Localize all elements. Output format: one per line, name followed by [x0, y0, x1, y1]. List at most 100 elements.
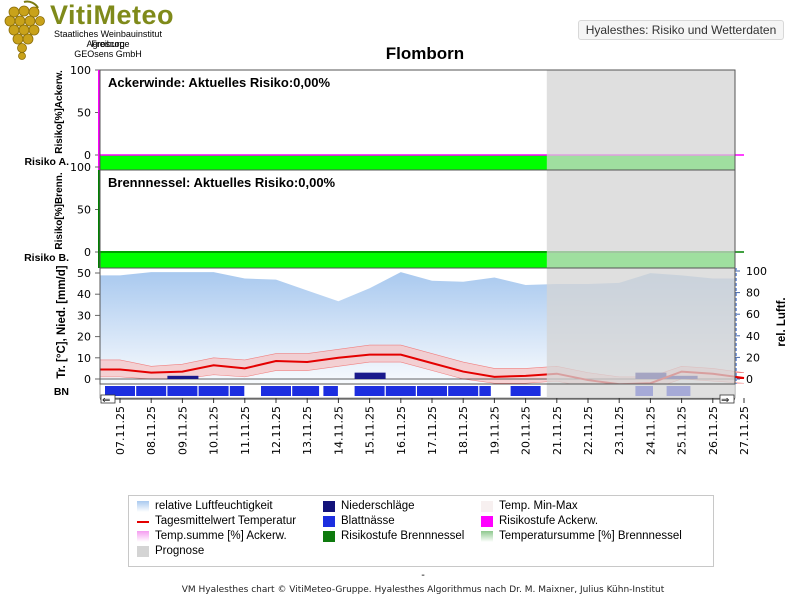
footer-credits: VM Hyalesthes chart © VitiMeteo-Gruppe. … — [181, 585, 665, 595]
footer-dash: - — [421, 570, 425, 581]
date-tick-label: 25.11.25 — [676, 406, 689, 455]
legend-label: Tagesmittelwert Temperatur — [155, 515, 297, 527]
ackerwinde-ytick-label: 0 — [84, 149, 91, 162]
logo-line-3: GEOsens GmbH — [74, 49, 142, 59]
date-tick-label: 16.11.25 — [395, 406, 408, 455]
weather-left-tick-label: 40 — [77, 288, 91, 301]
brennnessel-ylabel: Risiko[%]Brenn. — [54, 172, 65, 249]
date-tick-label: 21.11.25 — [551, 406, 564, 455]
legend-label: Prognose — [155, 545, 205, 557]
date-tick-label: 08.11.25 — [145, 406, 158, 455]
weather-left-ylabel: Tr. [°C], Nied. [mm/d] — [56, 265, 68, 378]
date-tick-label: 26.11.25 — [707, 406, 720, 455]
legend-label: Temp. Min-Max — [499, 500, 578, 512]
ackerwinde-stage-label: Risiko A. — [24, 156, 69, 168]
legend-label: relative Luftfeuchtigkeit — [155, 500, 273, 512]
legend-label: Niederschläge — [341, 500, 415, 512]
date-tick-label: 10.11.25 — [208, 406, 221, 455]
date-tick-label: 18.11.25 — [457, 406, 470, 455]
leaf-wetness-bar — [448, 386, 479, 396]
brennnessel-stage-label: Risiko B. — [24, 252, 69, 264]
legend-label: Blattnässe — [341, 515, 395, 527]
date-tick-label: 14.11.25 — [332, 406, 345, 455]
scroll-right-handle — [719, 394, 735, 404]
leaf-wetness-bar — [105, 386, 135, 396]
legend-swatch — [323, 516, 335, 527]
legend-swatch — [137, 501, 149, 512]
date-tick-label: 13.11.25 — [301, 406, 314, 455]
leaf-wetness-bar — [479, 386, 491, 396]
leaf-wetness-bar — [261, 386, 291, 396]
date-tick-label: 15.11.25 — [364, 406, 377, 455]
leaf-wetness-bar — [292, 386, 320, 396]
weather-left-tick-label: 10 — [77, 352, 91, 365]
legend-swatch — [137, 531, 149, 542]
forecast-overlay — [546, 70, 735, 398]
weather-left-tick-label: 0 — [84, 373, 91, 386]
weather-panel-border — [99, 267, 736, 385]
legend-label: Risikostufe Brennnessel — [341, 530, 465, 542]
date-tick-label: 11.11.25 — [239, 406, 252, 455]
grape-logo-icon — [2, 0, 48, 66]
header-report-button[interactable]: Hyalesthes: Risiko und Wetterdaten — [578, 20, 784, 40]
date-tick-label: 09.11.25 — [176, 406, 189, 455]
brennnessel-risk-header: Brennnessel: Aktuelles Risiko:0,00% — [108, 175, 336, 190]
date-tick-label: 17.11.25 — [426, 406, 439, 455]
date-tick-label: 22.11.25 — [582, 406, 595, 455]
weather-left-tick-label: 20 — [77, 331, 91, 344]
legend-swatch — [481, 516, 493, 527]
leaf-wetness-bar — [323, 386, 338, 396]
ackerwinde-risk-header: Ackerwinde: Aktuelles Risiko:0,00% — [108, 75, 330, 90]
weather-right-tick-label: 0 — [746, 373, 753, 386]
logo-line-1: Staatliches Weinbauinstitut Freiburg — [54, 29, 162, 49]
weather-right-tick-label: 80 — [746, 287, 760, 300]
weather-left-tick-label: 50 — [77, 267, 91, 280]
logo-line-2: Agroscope — [86, 39, 130, 49]
precipitation-bar — [167, 375, 199, 379]
date-tick-label: 23.11.25 — [613, 406, 626, 455]
leaf-wetness-bar — [385, 386, 416, 396]
legend-swatch — [323, 531, 335, 542]
scroll-left-handle — [100, 394, 116, 404]
date-tick-label: 20.11.25 — [520, 406, 533, 455]
weather-right-tick-label: 60 — [746, 308, 760, 321]
legend-label: Temp.summe [%] Ackerw. — [155, 530, 287, 542]
weather-right-tick-label: 20 — [746, 351, 760, 364]
legend-swatch — [137, 521, 149, 523]
scroll-right-icon: ⇒ — [721, 395, 729, 406]
weather-left-tick-label: 30 — [77, 309, 91, 322]
scroll-left-icon: ⇐ — [102, 395, 110, 406]
leaf-wetness-bar — [136, 386, 167, 396]
leaf-wetness-bar — [354, 386, 385, 396]
bn-label: BN — [54, 386, 69, 398]
leaf-wetness-bar — [198, 386, 229, 396]
leaf-wetness-bar — [229, 386, 245, 396]
logo-title: VitiMeteo — [50, 0, 175, 30]
legend-swatch — [323, 501, 335, 512]
date-tick-label: 07.11.25 — [114, 406, 127, 455]
legend-label: Risikostufe Ackerw. — [499, 515, 599, 527]
date-tick-label: 27.11.25 — [738, 406, 751, 455]
legend-label: Temperatursumme [%] Brennnessel — [499, 530, 682, 542]
chart-legend: relative Luftfeuchtigkeit Niederschläge Te… — [128, 495, 714, 567]
ackerwinde-ytick-label: 100 — [70, 64, 91, 77]
date-tick-label: 19.11.25 — [488, 406, 501, 455]
legend-swatch — [481, 501, 493, 512]
legend-swatch — [481, 531, 493, 542]
ackerwinde-ytick-label: 50 — [77, 107, 91, 120]
legend-swatch — [137, 546, 149, 557]
date-tick-label: 24.11.25 — [644, 406, 657, 455]
weather-right-tick-label: 100 — [746, 265, 767, 278]
weather-right-ylabel: rel. Luftf. — [776, 297, 788, 346]
leaf-wetness-bar — [417, 386, 447, 396]
precipitation-bar — [354, 372, 386, 379]
brennnessel-ytick-label: 100 — [70, 161, 91, 174]
ackerwinde-ylabel: Risiko[%]Ackerw. — [54, 70, 65, 154]
weather-right-tick-label: 40 — [746, 330, 760, 343]
page-title: Flomborn — [385, 44, 465, 63]
leaf-wetness-bar — [510, 386, 541, 396]
brennnessel-ytick-label: 0 — [84, 246, 91, 259]
leaf-wetness-bar — [167, 386, 198, 396]
brennnessel-ytick-label: 50 — [77, 204, 91, 217]
